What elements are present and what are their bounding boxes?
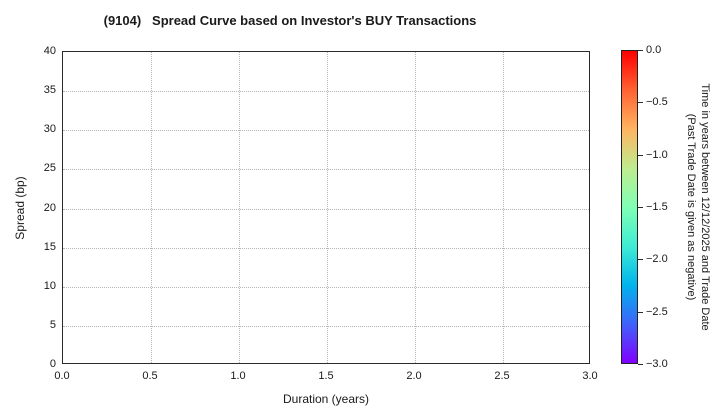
plot-area: [62, 51, 590, 364]
colorbar-tick-mark: [638, 364, 643, 365]
gridline-horizontal: [63, 208, 589, 210]
colorbar-tick-label: −1.5: [646, 201, 668, 213]
colorbar-tick-mark: [638, 207, 643, 208]
colorbar-label-line2: (Past Trade Date is given as negative): [685, 113, 698, 301]
gridline-vertical: [327, 52, 328, 363]
colorbar-gradient: [621, 50, 638, 364]
x-tick-label: 0.0: [54, 370, 70, 382]
gridline-horizontal: [63, 169, 589, 171]
y-tick-label: 25: [43, 162, 56, 175]
y-tick-label: 0: [49, 358, 56, 370]
colorbar-label-line1: Time in years between 12/12/2025 and Tra…: [699, 83, 711, 331]
colorbar-tick-mark: [638, 102, 643, 104]
x-tick-label: 0.5: [142, 370, 158, 382]
gridline-vertical: [239, 52, 240, 363]
colorbar-tick-label: −2.0: [646, 253, 668, 266]
colorbar-tick-mark: [638, 50, 643, 51]
gridline-horizontal: [63, 247, 589, 249]
colorbar-tick-mark: [638, 154, 643, 156]
y-tick-label: 5: [49, 318, 56, 331]
x-tick-label: 1.5: [318, 370, 334, 382]
y-tick-label: 30: [43, 123, 56, 136]
colorbar-tick-label: −3.0: [646, 358, 668, 370]
gridline-vertical: [503, 52, 504, 363]
gridline-horizontal: [63, 130, 589, 132]
y-tick-label: 40: [43, 45, 56, 57]
y-tick-label: 10: [43, 279, 56, 292]
x-tick-label: 2.5: [494, 370, 510, 382]
colorbar-tick-label: −1.0: [646, 148, 668, 161]
colorbar-tick-mark: [638, 259, 643, 261]
chart-title: (9104) Spread Curve based on Investor's …: [103, 13, 477, 28]
colorbar-tick-mark: [638, 311, 643, 313]
gridline-horizontal: [63, 325, 589, 327]
gridline-horizontal: [63, 286, 589, 288]
y-tick-label: 20: [43, 201, 56, 214]
colorbar-tick-label: 0.0: [646, 44, 662, 56]
colorbar-tick-label: −2.5: [646, 305, 668, 318]
gridline-horizontal: [63, 91, 589, 93]
x-axis-label: Duration (years): [282, 392, 370, 406]
y-tick-label: 15: [43, 240, 56, 253]
x-tick-label: 3.0: [582, 370, 598, 382]
gridline-vertical: [415, 52, 416, 363]
x-tick-label: 2.0: [406, 370, 422, 382]
colorbar-tick-label: −0.5: [646, 96, 668, 109]
y-tick-label: 35: [43, 84, 56, 97]
gridline-vertical: [151, 52, 152, 363]
x-tick-label: 1.0: [230, 370, 246, 382]
colorbar-axis-label: Time in years between 12/12/2025 and Tra…: [683, 27, 712, 387]
